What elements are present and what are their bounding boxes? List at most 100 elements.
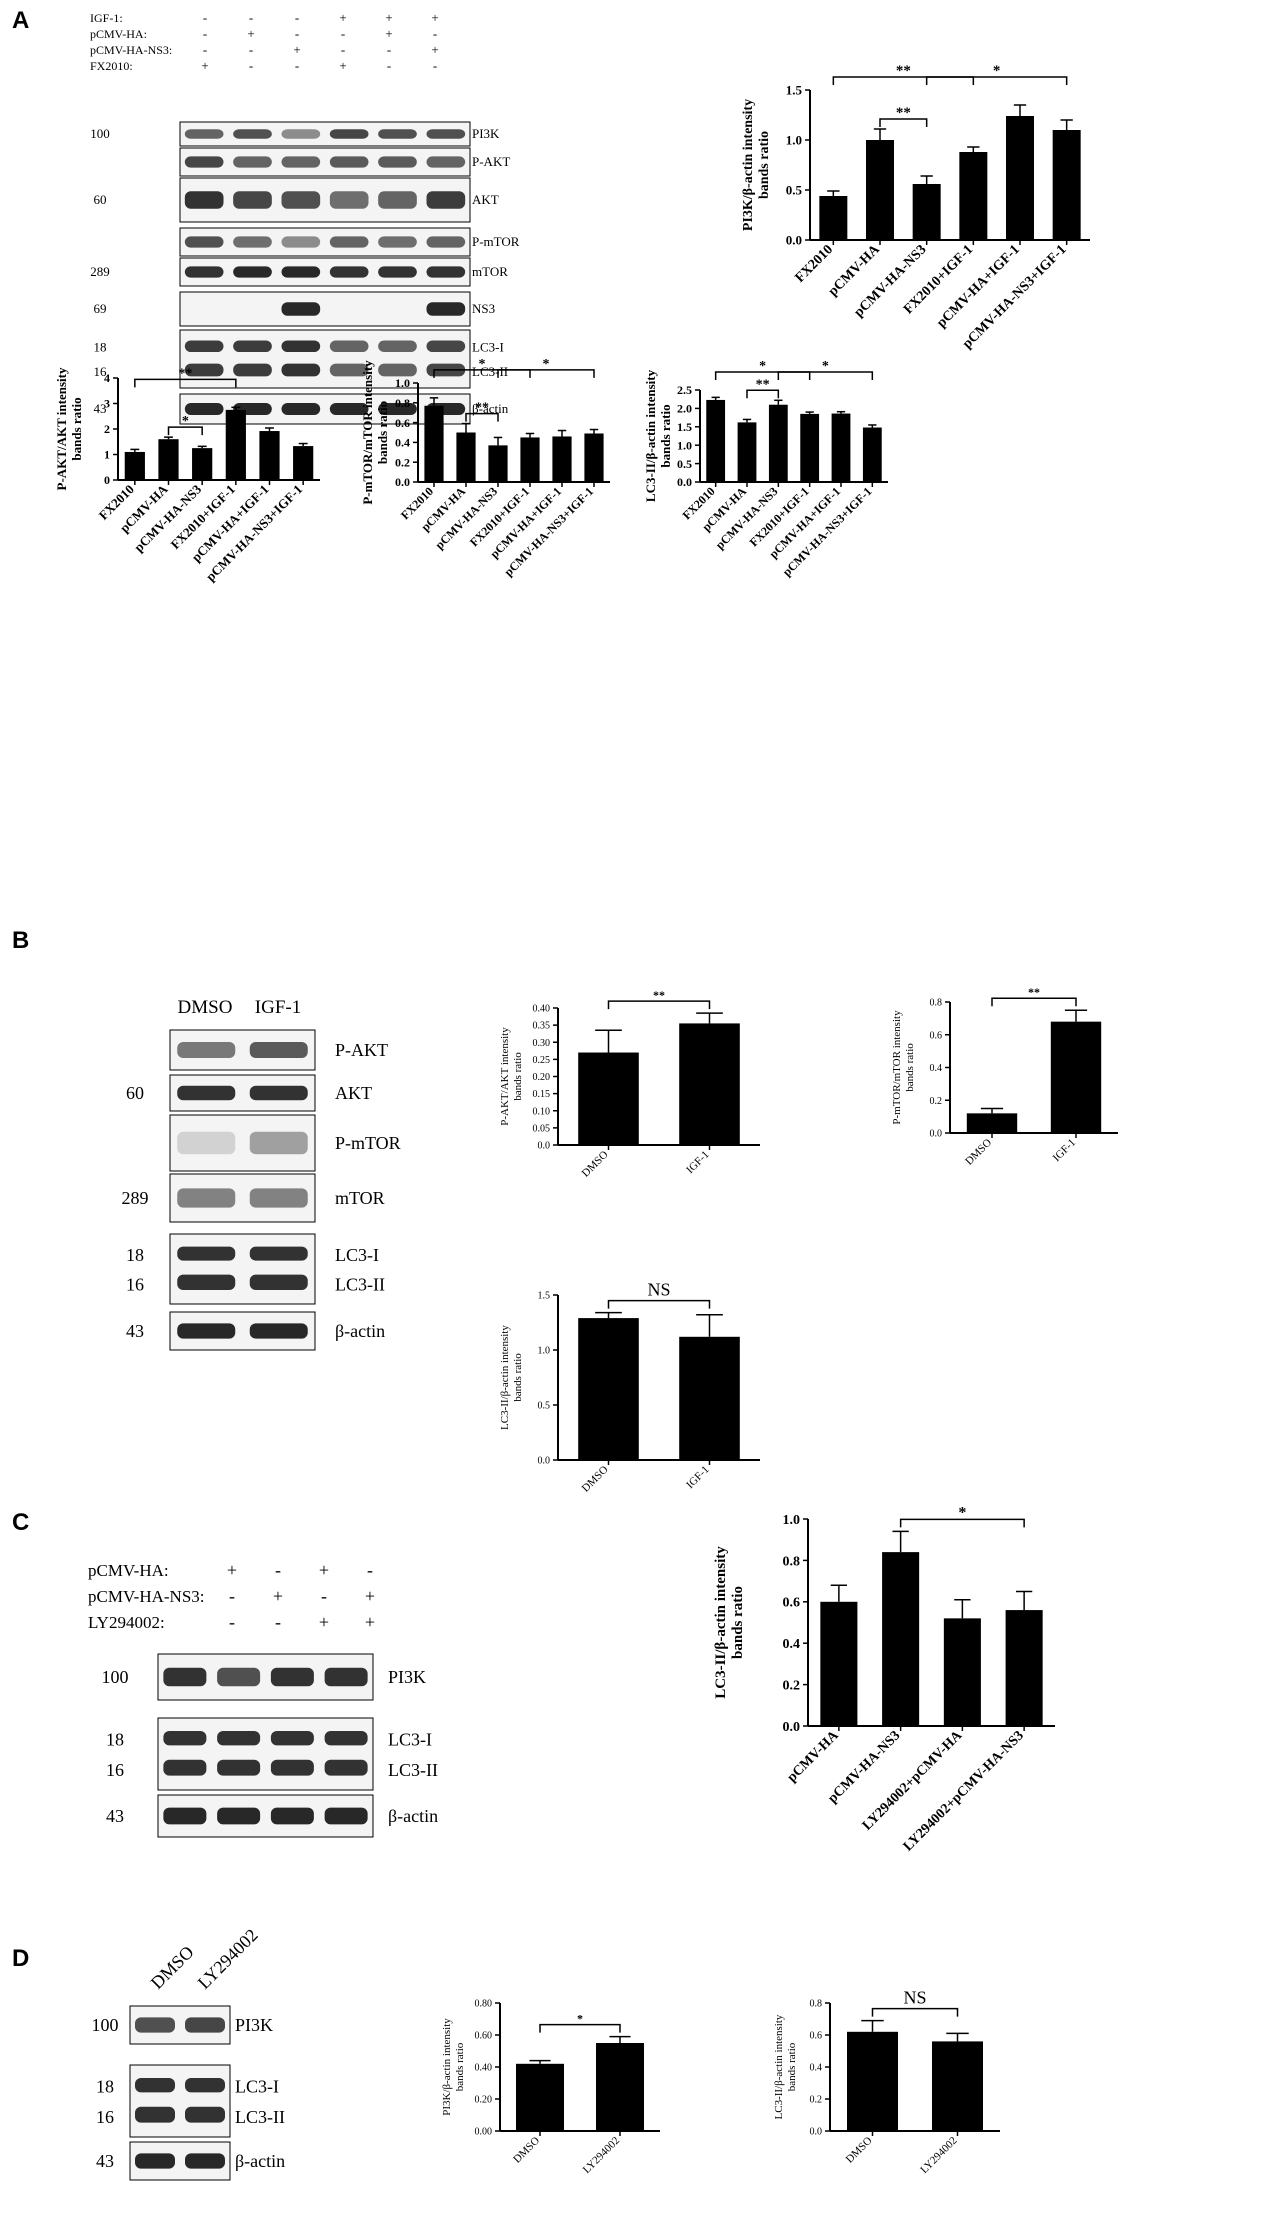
y-tick-label: 1.0 bbox=[677, 438, 692, 452]
blot-band bbox=[233, 266, 272, 278]
treatment-sign: - bbox=[433, 58, 437, 73]
protein-label: PI3K bbox=[388, 1667, 426, 1687]
blot-panel-c: pCMV-HA: + - + - pCMV-HA-NS3: - + - + LY294002: - - +… bbox=[88, 1560, 438, 1838]
x-tick-label: DMSO bbox=[511, 2135, 542, 2166]
blot-band bbox=[378, 363, 417, 377]
protein-label: PI3K bbox=[235, 2015, 273, 2035]
treatment-sign: + bbox=[201, 58, 208, 73]
blot-row-lc3-i: LC3-I LC3-II 18 16 bbox=[126, 1233, 385, 1305]
significance-bracket bbox=[497, 369, 595, 378]
treatment-label: pCMV-HA-NS3: bbox=[90, 43, 172, 57]
significance-label: * bbox=[993, 63, 1001, 79]
blot-band bbox=[249, 1042, 308, 1058]
mw-marker: 16 bbox=[96, 2107, 114, 2127]
treatment-sign: - bbox=[341, 26, 345, 41]
blot-band bbox=[426, 340, 466, 353]
significance-bracket bbox=[134, 378, 237, 388]
blot-band bbox=[329, 340, 369, 353]
mw-marker: 18 bbox=[96, 2077, 114, 2097]
blot-band bbox=[184, 156, 224, 168]
y-tick-label: 0.15 bbox=[533, 1089, 551, 1100]
treatment-sign: - bbox=[275, 1560, 281, 1580]
y-tick-label: 0.20 bbox=[533, 1072, 551, 1083]
blot-band bbox=[233, 236, 272, 248]
mw-marker: 289 bbox=[90, 264, 110, 279]
blot-band bbox=[329, 129, 369, 139]
panel-letter-b: B bbox=[12, 927, 29, 954]
x-tick-label: DMSO bbox=[844, 2135, 875, 2166]
lane-label: DMSO bbox=[178, 997, 233, 1018]
treatment-sign: + bbox=[227, 1560, 237, 1580]
blot-membrane bbox=[179, 393, 471, 425]
blot-band bbox=[270, 1759, 314, 1776]
treatment-sign: - bbox=[229, 1586, 235, 1606]
treatment-sign: + bbox=[273, 1586, 283, 1606]
x-tick-label: IGF-1 bbox=[684, 1149, 711, 1176]
chart-d1: 0.00 0.20 0.40 0.60 0.80 PI3K/β-actin intensi… bbox=[441, 1999, 660, 2176]
protein-label: LC3-I bbox=[388, 1730, 432, 1750]
bar-pcmv-ha-igf-1 bbox=[552, 436, 572, 482]
y-tick-label: 0.8 bbox=[810, 1999, 823, 2010]
protein-label: mTOR bbox=[472, 264, 508, 279]
protein-label: P-AKT bbox=[472, 154, 510, 169]
treatment-sign: - bbox=[249, 42, 253, 57]
y-axis-label: LC3-II/β-actin intensitybands ratio bbox=[643, 369, 673, 502]
blot-band bbox=[324, 1807, 368, 1825]
y-axis-label-line: LC3-II/β-actin intensity bbox=[499, 1325, 511, 1430]
mw-marker: 16 bbox=[126, 1274, 144, 1294]
treatment-sign: + bbox=[339, 58, 346, 73]
significance-label: * bbox=[577, 2012, 583, 2026]
treatment-sign: - bbox=[433, 26, 437, 41]
y-tick-label: 0.25 bbox=[533, 1055, 551, 1066]
bar-fx2010-igf-1 bbox=[800, 413, 820, 482]
blot-band bbox=[324, 1667, 368, 1687]
y-axis-label-line: LC3-II/β-actin intensity bbox=[713, 1546, 729, 1699]
lane-label: DMSO bbox=[147, 1942, 198, 1993]
blot-row-akt: AKT 60 bbox=[94, 177, 499, 223]
treatment-sign: + bbox=[385, 26, 392, 41]
y-axis-label-line: P-mTOR/mTOR intensity bbox=[891, 1010, 903, 1125]
blot-band bbox=[185, 2106, 225, 2123]
bar-fx2010-igf-1 bbox=[225, 409, 246, 480]
significance-bracket bbox=[714, 371, 811, 380]
y-tick-label: 4 bbox=[104, 371, 110, 385]
y-axis-label-line: bands ratio bbox=[757, 131, 772, 199]
significance-label: * bbox=[822, 359, 829, 374]
y-axis-label-line: LC3-II/β-actin intensity bbox=[643, 369, 658, 502]
blot-row-pi3k: PI3K 100 bbox=[102, 1653, 426, 1701]
blot-band bbox=[163, 1759, 207, 1776]
blot-membrane bbox=[179, 329, 471, 389]
blot-band bbox=[185, 2017, 225, 2033]
blot-band bbox=[426, 302, 466, 316]
blot-band bbox=[270, 1807, 314, 1825]
blot-band bbox=[249, 1246, 308, 1261]
significance-bracket bbox=[832, 76, 975, 85]
y-tick-label: 0.6 bbox=[810, 2031, 823, 2042]
protein-label: β-actin bbox=[335, 1321, 385, 1341]
chart-d2: 0.0 0.2 0.4 0.6 0.8 LC3-II/β-actin intensityb… bbox=[773, 1988, 1000, 2176]
treatment-sign: - bbox=[387, 42, 391, 57]
y-tick-label: 0.0 bbox=[677, 475, 692, 489]
bar-pcmv-ha-ns3 bbox=[882, 1552, 920, 1726]
x-tick-label: LY294002 bbox=[581, 2135, 622, 2176]
x-tick-label: DMSO bbox=[963, 1137, 994, 1168]
y-tick-label: 0.0 bbox=[538, 1141, 551, 1152]
significance-label: * bbox=[182, 414, 189, 429]
y-tick-label: 0.5 bbox=[677, 457, 692, 471]
y-tick-label: 1.5 bbox=[786, 83, 803, 98]
x-tick-label: LY294002+pCMV-HA-NS3 bbox=[901, 1728, 1027, 1854]
treatment-label: LY294002: bbox=[88, 1613, 165, 1632]
panel-letter-c: C bbox=[12, 1509, 29, 1536]
y-tick-label: 1.0 bbox=[786, 133, 802, 148]
blot-band bbox=[177, 1085, 236, 1101]
protein-label: β-actin bbox=[235, 2151, 285, 2171]
treatment-sign: - bbox=[203, 26, 207, 41]
y-axis-label-line: bands ratio bbox=[658, 404, 673, 467]
blot-membrane bbox=[179, 121, 471, 147]
blot-band bbox=[378, 236, 417, 248]
significance-bracket bbox=[899, 1518, 1025, 1528]
protein-label: LC3-I bbox=[472, 340, 504, 355]
y-tick-label: 0.5 bbox=[538, 1401, 551, 1412]
blot-panel-b: DMSO IGF-1P-AKTAKT60P-mTORmTOR289LC3-ILC3… bbox=[122, 997, 401, 1351]
chart-b2: 0.0 0.2 0.4 0.6 0.8 P-mTOR/mTOR intensityband… bbox=[891, 985, 1118, 1168]
